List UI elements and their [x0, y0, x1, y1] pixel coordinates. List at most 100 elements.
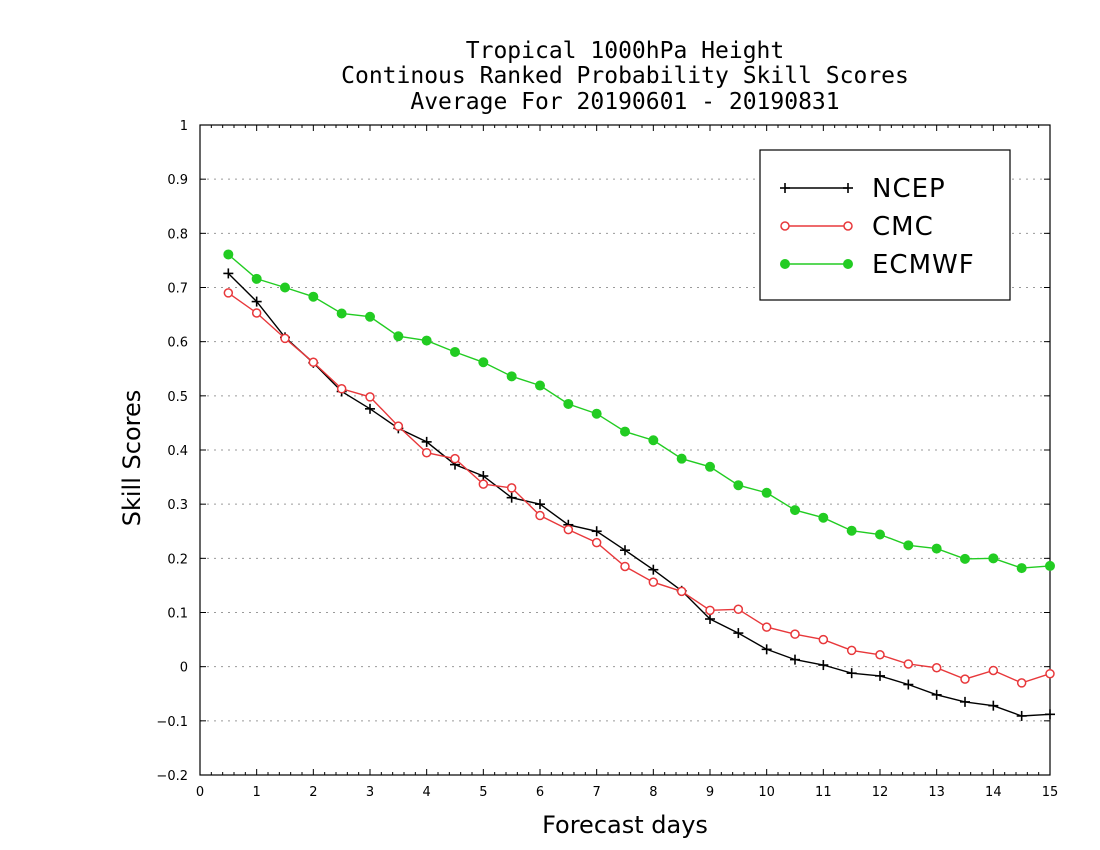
- legend-box: [759, 149, 1011, 301]
- chart-title-line-2: Continous Ranked Probability Skill Score…: [341, 63, 909, 89]
- data-point-ncep: [591, 526, 602, 537]
- data-point-ecmwf: [931, 543, 942, 554]
- data-point-cmc: [308, 357, 319, 367]
- data-point-cmc: [365, 392, 375, 402]
- data-point-ecmwf: [988, 553, 999, 564]
- data-point-cmc: [648, 577, 659, 587]
- legend-label-cmc: CMC: [872, 212, 934, 242]
- y-tick-label: 0.2: [167, 552, 188, 567]
- y-tick-label: 1: [180, 119, 188, 134]
- chart-title-line-1: Tropical 1000hPa Height: [465, 38, 785, 64]
- data-point-ecmwf: [676, 453, 687, 464]
- data-point-ecmwf: [733, 480, 744, 491]
- x-tick-label: 13: [928, 785, 945, 800]
- data-point-ecmwf: [506, 371, 517, 382]
- axis-ticks: −0.2−0.100.10.20.30.40.50.60.70.80.910 1 2…: [156, 119, 1058, 800]
- data-point-cmc: [790, 629, 800, 639]
- data-point-ecmwf: [875, 529, 885, 540]
- x-tick-label: 12: [872, 785, 889, 800]
- legend-marker-ecmwf: [843, 259, 853, 269]
- data-point-ecmwf: [393, 331, 404, 342]
- y-tick-label: 0.4: [167, 444, 188, 459]
- legend-label-ncep: NCEP: [872, 174, 946, 204]
- data-point-cmc: [1016, 678, 1027, 688]
- x-tick-label: 2: [309, 785, 317, 800]
- x-tick-label: 4: [423, 785, 431, 800]
- y-tick-label: 0.6: [167, 336, 188, 351]
- x-axis-label: Forecast days: [542, 811, 708, 839]
- x-tick-label: 0: [196, 785, 204, 800]
- data-point-ncep: [818, 660, 829, 671]
- y-tick-label: 0: [180, 661, 188, 676]
- data-point-cmc: [336, 384, 347, 394]
- data-point-ecmwf: [1045, 560, 1055, 571]
- series-line-ncep: [227, 272, 1051, 717]
- x-tick-label: 5: [479, 785, 487, 800]
- data-point-cmc: [960, 674, 970, 684]
- legend-marker-cmc: [843, 221, 853, 231]
- data-point-cmc: [535, 510, 545, 521]
- data-point-ncep: [705, 614, 715, 624]
- series-layer: [223, 249, 1055, 721]
- data-point-cmc: [1045, 668, 1055, 679]
- x-tick-label: 1: [253, 785, 261, 800]
- legend-label-ecmwf: ECMWF: [872, 250, 975, 280]
- data-point-cmc: [903, 659, 914, 669]
- data-point-ecmwf: [308, 291, 319, 302]
- data-point-ecmwf: [960, 553, 970, 564]
- data-point-cmc: [988, 665, 999, 676]
- data-point-cmc: [591, 537, 602, 548]
- data-point-ecmwf: [846, 525, 857, 536]
- data-point-cmc: [450, 453, 460, 464]
- data-point-ncep: [846, 668, 857, 679]
- y-tick-label: 0.3: [167, 498, 188, 513]
- data-point-ecmwf: [790, 505, 800, 516]
- y-tick-label: 0.9: [167, 173, 188, 188]
- data-point-ncep: [506, 492, 517, 503]
- data-point-ncep: [251, 296, 262, 307]
- data-point-cmc: [223, 288, 234, 298]
- data-point-ncep: [733, 628, 744, 639]
- data-point-cmc: [421, 447, 432, 458]
- y-tick-label: 0.8: [167, 227, 188, 242]
- data-point-ncep: [960, 696, 970, 707]
- data-point-ecmwf: [591, 408, 602, 419]
- data-point-ncep: [421, 436, 432, 447]
- data-point-ncep: [620, 545, 630, 556]
- data-point-ecmwf: [421, 335, 432, 346]
- series-cmc: [223, 288, 1055, 688]
- data-point-ncep: [1016, 710, 1027, 721]
- data-point-ncep: [790, 654, 800, 665]
- legend-marker-ecmwf: [780, 259, 790, 269]
- x-tick-label: 3: [366, 785, 374, 800]
- data-point-cmc: [875, 650, 885, 660]
- legend: NCEP CMC ECMWF: [759, 149, 1011, 301]
- data-point-ncep: [1045, 709, 1055, 720]
- data-point-cmc: [563, 524, 574, 535]
- x-tick-label: 9: [706, 785, 714, 800]
- x-tick-label: 11: [815, 785, 832, 800]
- data-point-ecmwf: [280, 282, 290, 293]
- legend-marker-cmc: [780, 221, 790, 231]
- series-line-cmc: [227, 292, 1051, 684]
- y-axis-label: Skill Scores: [118, 390, 146, 527]
- data-point-ncep: [365, 403, 375, 414]
- data-point-cmc: [620, 561, 630, 572]
- data-point-ecmwf: [251, 273, 262, 284]
- data-point-ecmwf: [478, 357, 489, 368]
- y-tick-label: 0.7: [167, 282, 188, 297]
- data-point-ncep: [988, 700, 999, 711]
- data-point-ncep: [761, 644, 772, 655]
- data-point-ecmwf: [365, 311, 375, 322]
- y-tick-label: −0.2: [156, 769, 188, 784]
- data-point-ecmwf: [903, 540, 914, 551]
- data-point-cmc: [251, 308, 262, 318]
- data-point-cmc: [761, 622, 772, 632]
- data-point-cmc: [705, 605, 715, 616]
- chart-title-line-3: Average For 20190601 - 20190831: [410, 89, 840, 115]
- data-point-ecmwf: [648, 435, 659, 446]
- data-point-cmc: [478, 479, 489, 489]
- data-point-cmc: [818, 634, 829, 645]
- data-point-cmc: [931, 663, 942, 673]
- data-point-ecmwf: [563, 398, 574, 409]
